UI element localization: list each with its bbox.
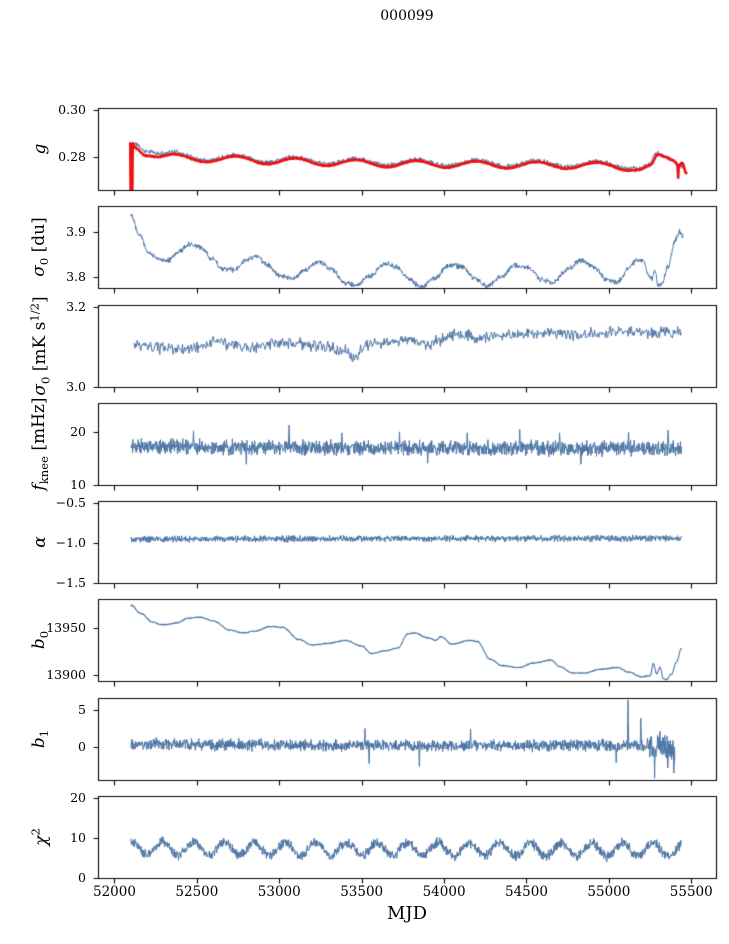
figure-title: 000099: [380, 8, 434, 24]
y-axis-label-fknee: fknee [mHz]: [28, 397, 52, 491]
x-axis-title: MJD: [386, 903, 428, 924]
y-tick-label-sigma0-du: 3.9: [66, 223, 86, 239]
x-tick-label: 54500: [504, 883, 548, 900]
y-tick-label-fknee: 10: [70, 476, 86, 492]
y-axis-label-alpha: α: [30, 536, 50, 548]
y-tick-label-sigma0-du: 3.8: [66, 268, 86, 284]
y-tick-label-b1: 0: [78, 738, 86, 754]
x-tick-label: 54000: [422, 883, 466, 900]
x-tick-label: 55500: [669, 883, 713, 900]
y-tick-label-g: 0.28: [58, 149, 86, 165]
y-tick-label-alpha: −0.5: [55, 495, 86, 511]
x-tick-label: 53000: [257, 883, 301, 900]
y-tick-label-fknee: 20: [70, 424, 86, 440]
y-axis-label-chi2: χ2: [28, 828, 52, 846]
y-axis-label-sigma0-du: σ0 [du]: [28, 217, 52, 278]
y-tick-label-b1: 5: [78, 702, 86, 718]
y-axis-label-g: g: [30, 143, 50, 155]
y-tick-label-alpha: −1.0: [55, 535, 86, 551]
y-axis-label-sigma0-mks: σ0 [mK s1/2]: [27, 295, 53, 396]
y-tick-label-chi2: 20: [70, 789, 86, 805]
y-axis-label-b1: b1: [28, 729, 52, 748]
y-tick-label-sigma0-mks: 3.0: [66, 378, 86, 394]
y-tick-label-chi2: 0: [78, 869, 86, 885]
x-tick-label: 52500: [175, 883, 219, 900]
y-tick-label-chi2: 10: [70, 829, 86, 845]
x-tick-label: 55000: [587, 883, 631, 900]
y-axis-label-b0: b0: [28, 631, 52, 650]
y-tick-label-sigma0-mks: 3.2: [66, 298, 86, 314]
x-tick-label: 52000: [92, 883, 136, 900]
y-tick-label-g: 0.30: [58, 102, 86, 118]
y-tick-label-b0: 13950: [46, 620, 86, 636]
y-tick-label-b0: 13900: [46, 666, 86, 682]
x-tick-label: 53500: [340, 883, 384, 900]
y-tick-label-alpha: −1.5: [55, 575, 86, 591]
